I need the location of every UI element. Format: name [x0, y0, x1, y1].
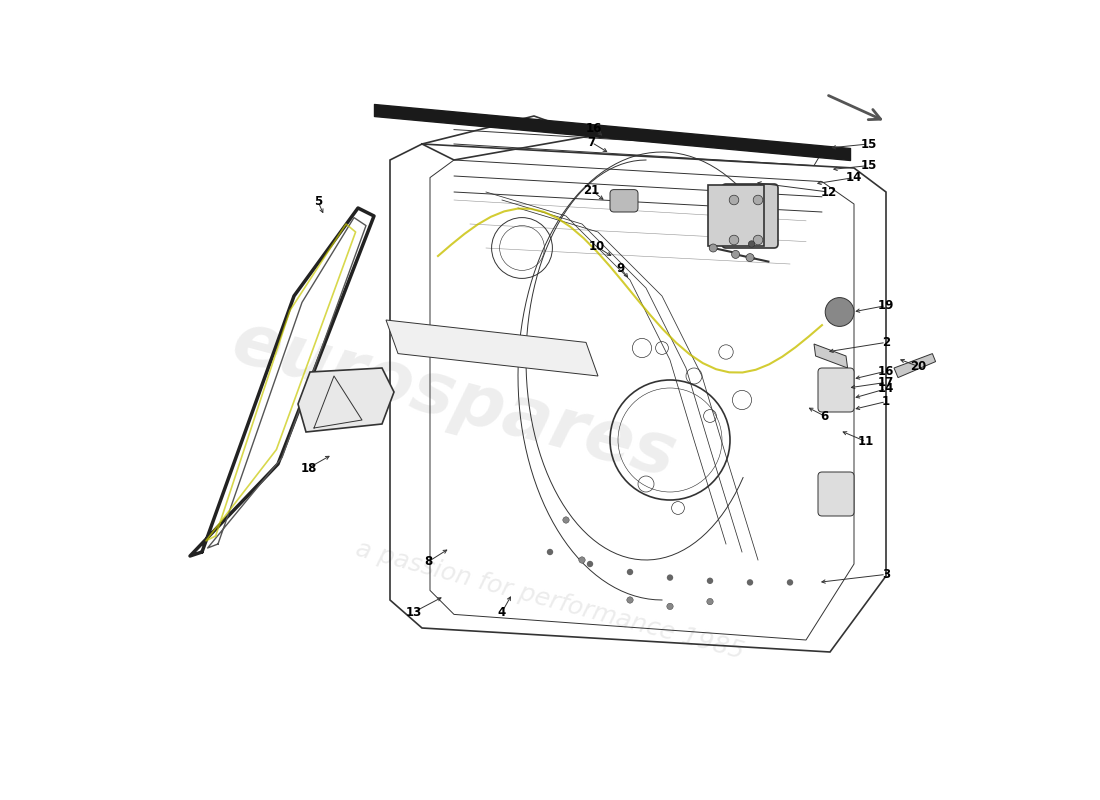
Circle shape [627, 569, 634, 575]
Text: 8: 8 [425, 555, 432, 568]
Text: 10: 10 [588, 240, 605, 253]
Text: 12: 12 [821, 186, 836, 198]
Polygon shape [298, 368, 394, 432]
Circle shape [707, 598, 713, 605]
Text: 18: 18 [300, 462, 317, 474]
Text: 2: 2 [882, 336, 890, 349]
Text: 14: 14 [878, 382, 894, 395]
Circle shape [786, 579, 793, 586]
Circle shape [579, 557, 585, 563]
Text: 9: 9 [616, 262, 625, 274]
Circle shape [746, 254, 754, 262]
Polygon shape [386, 320, 598, 376]
Text: 15: 15 [860, 138, 877, 150]
FancyBboxPatch shape [722, 184, 778, 248]
Circle shape [710, 244, 717, 252]
Text: 19: 19 [878, 299, 894, 312]
Circle shape [754, 195, 762, 205]
Circle shape [707, 578, 713, 584]
Text: eurospares: eurospares [224, 307, 683, 493]
Circle shape [667, 574, 673, 581]
Text: 17: 17 [878, 376, 894, 389]
Circle shape [729, 195, 739, 205]
Text: 6: 6 [821, 410, 828, 422]
Text: 4: 4 [498, 606, 506, 618]
Text: 16: 16 [878, 365, 894, 378]
FancyBboxPatch shape [818, 368, 854, 412]
Circle shape [667, 603, 673, 610]
Polygon shape [814, 344, 848, 368]
Circle shape [563, 517, 569, 523]
FancyBboxPatch shape [818, 472, 854, 516]
Text: 7: 7 [587, 136, 596, 149]
Text: 3: 3 [882, 568, 890, 581]
Circle shape [627, 597, 634, 603]
FancyBboxPatch shape [708, 185, 763, 246]
FancyBboxPatch shape [610, 190, 638, 212]
Text: 11: 11 [858, 435, 874, 448]
Text: a passion for performance 1985: a passion for performance 1985 [353, 537, 747, 663]
Circle shape [747, 579, 754, 586]
Circle shape [748, 241, 755, 247]
Text: 13: 13 [406, 606, 422, 618]
Text: 1: 1 [882, 395, 890, 408]
Circle shape [732, 250, 739, 258]
Text: 21: 21 [583, 184, 600, 197]
Polygon shape [894, 354, 936, 378]
Circle shape [825, 298, 854, 326]
Text: 20: 20 [910, 360, 926, 373]
Text: 16: 16 [586, 122, 602, 134]
Text: 5: 5 [314, 195, 322, 208]
Circle shape [547, 549, 553, 555]
Circle shape [754, 235, 762, 245]
Circle shape [586, 561, 593, 567]
Circle shape [729, 235, 739, 245]
Text: 15: 15 [860, 159, 877, 172]
Text: 14: 14 [846, 171, 862, 184]
